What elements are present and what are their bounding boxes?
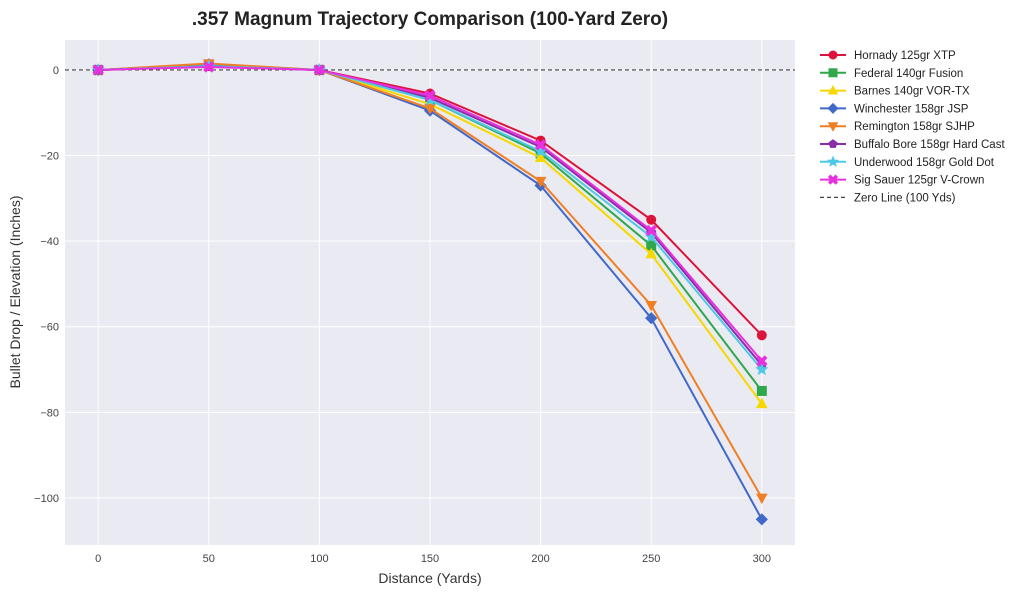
data-point: [756, 397, 768, 409]
y-tick-label: −80: [40, 407, 59, 419]
data-point: [755, 362, 769, 376]
data-point: [645, 312, 658, 325]
x-tick-label: 250: [642, 553, 660, 565]
data-point: [756, 330, 767, 341]
data-point: [827, 84, 839, 95]
data-point: [534, 151, 547, 163]
y-tick-label: −40: [40, 236, 59, 248]
data-point: [533, 144, 548, 157]
data-point: [424, 89, 436, 102]
data-point: [755, 513, 768, 526]
legend-label: Underwood 158gr Gold Dot: [854, 157, 995, 169]
x-axis-label: Distance (Yards): [378, 570, 481, 586]
legend-label: Remington 158gr SJHP: [854, 121, 975, 133]
data-point: [313, 64, 326, 76]
x-tick-label: 150: [421, 553, 439, 565]
legend-label: Winchester 158gr JSP: [854, 103, 969, 115]
legend-item: Federal 140gr Fusion: [820, 68, 963, 80]
data-point: [828, 139, 838, 148]
series-layer: [91, 58, 769, 526]
data-point: [827, 102, 839, 114]
y-axis-ticks: 0 −20 −40 −60 −80 −100: [34, 65, 59, 505]
x-axis-ticks: 0 50 100 150 200 250 300: [95, 553, 771, 565]
legend-item: Buffalo Bore 158gr Hard Cast: [820, 139, 1005, 151]
data-point: [424, 104, 436, 115]
y-tick-label: −60: [40, 322, 59, 334]
data-point: [645, 247, 658, 259]
x-tick-label: 0: [95, 553, 101, 565]
legend-item: Barnes 140gr VOR-TX: [820, 84, 970, 98]
data-point: [645, 301, 658, 312]
data-point: [646, 214, 657, 225]
legend-item: Remington 158gr SJHP: [820, 121, 975, 133]
legend-item: Underwood 158gr Gold Dot: [820, 155, 995, 169]
legend-label: Barnes 140gr VOR-TX: [854, 86, 970, 98]
data-point: [827, 122, 839, 132]
data-point: [828, 50, 838, 60]
data-point: [534, 176, 547, 188]
x-tick-label: 300: [753, 553, 771, 565]
legend-label: Sig Sauer 125gr V-Crown: [854, 175, 984, 187]
legend-item: Winchester 158gr JSP: [820, 102, 969, 115]
data-point: [828, 68, 838, 78]
data-point: [756, 493, 768, 505]
data-point: [756, 355, 768, 367]
y-axis-label: Bullet Drop / Elevation (Inches): [7, 196, 23, 389]
legend-item: Sig Sauer 125gr V-Crown: [820, 174, 984, 187]
legend-label: Zero Line (100 Yds): [854, 192, 956, 204]
data-point: [756, 385, 767, 396]
x-tick-label: 200: [531, 553, 549, 565]
data-point: [645, 224, 657, 237]
y-tick-label: 0: [53, 65, 59, 77]
data-point: [203, 61, 215, 73]
data-point: [826, 155, 840, 167]
legend-label: Federal 140gr Fusion: [854, 68, 963, 80]
legend-item-zero-line: Zero Line (100 Yds): [820, 192, 956, 204]
data-point: [92, 64, 104, 76]
series-7: [92, 61, 768, 367]
legend-label: Buffalo Bore 158gr Hard Cast: [854, 139, 1005, 151]
data-point: [534, 139, 547, 151]
legend-item: Hornady 125gr XTP: [820, 50, 956, 62]
legend: Hornady 125gr XTP Federal 140gr Fusion Bar…: [820, 50, 1005, 204]
y-tick-label: −20: [40, 151, 59, 163]
legend-label: Hornady 125gr XTP: [854, 50, 956, 62]
x-tick-label: 50: [203, 553, 215, 565]
y-tick-label: −100: [34, 493, 59, 505]
data-point: [827, 174, 839, 185]
x-tick-label: 100: [310, 553, 328, 565]
chart-title: .357 Magnum Trajectory Comparison (100-Y…: [192, 9, 668, 30]
